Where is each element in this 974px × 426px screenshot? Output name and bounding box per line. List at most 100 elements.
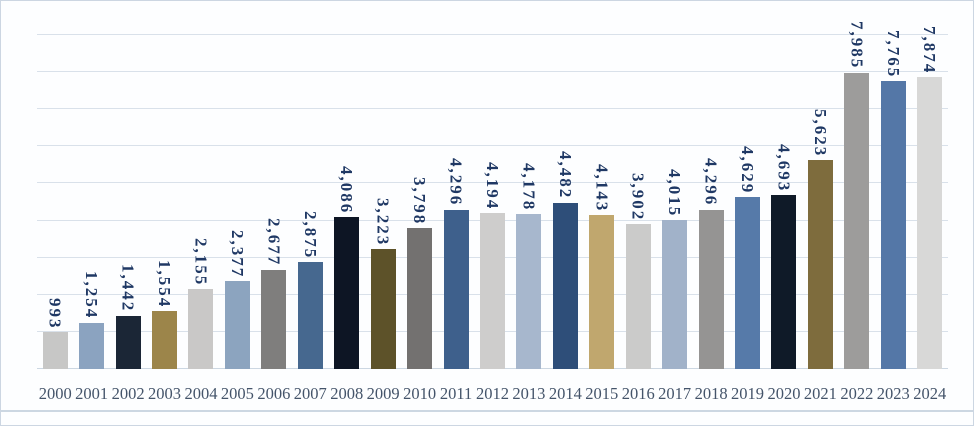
x-axis-label: 2014 <box>548 384 582 403</box>
x-axis-label: 2006 <box>257 384 291 403</box>
bar-value-label: 7,874 <box>920 25 940 74</box>
bar-group: 4,015 <box>656 1 692 369</box>
bar-group: 1,254 <box>73 1 109 369</box>
bar-value-label: 3,902 <box>628 172 648 222</box>
gridline <box>37 145 948 147</box>
bar <box>115 315 141 369</box>
bar-value-label: 4,178 <box>519 162 539 211</box>
bar <box>552 202 578 369</box>
x-axis-label: 2023 <box>876 384 910 403</box>
bar <box>334 217 360 369</box>
x-axis-label: 2013 <box>512 384 546 403</box>
bar <box>79 322 105 369</box>
x-axis-label: 2005 <box>220 384 254 403</box>
bar <box>261 269 287 369</box>
x-axis-label: 2003 <box>148 384 182 403</box>
bar-value-label: 2,875 <box>300 211 320 260</box>
bar-value-label: 2,377 <box>227 229 247 278</box>
x-axis-label: 2001 <box>75 384 109 403</box>
bar-value-label: 4,482 <box>555 151 575 200</box>
bar-group: 7,874 <box>912 1 948 369</box>
bar-value-label: 1,442 <box>118 264 138 313</box>
bar-value-label: 4,194 <box>482 162 502 211</box>
x-axis-label: 2022 <box>840 384 874 403</box>
x-axis-label: 2002 <box>111 384 145 403</box>
bar-value-label: 7,765 <box>883 29 903 78</box>
bar-group: 4,629 <box>729 1 765 369</box>
bar <box>370 249 396 369</box>
bar-value-label: 4,296 <box>701 158 721 207</box>
bar-group: 993 <box>37 1 73 369</box>
x-axis-label: 2007 <box>293 384 327 403</box>
x-axis-labels: 2000 2001 2002 2003 2004 2005 2006 2007 2008 2009… <box>37 384 948 404</box>
bar-value-label: 4,693 <box>774 143 794 192</box>
bar-value-label: 2,677 <box>264 218 284 267</box>
bar <box>807 160 833 369</box>
bar-group: 5,623 <box>802 1 838 369</box>
bar <box>224 280 250 369</box>
bar <box>42 332 68 369</box>
x-axis-label: 2018 <box>694 384 728 403</box>
bar <box>698 209 724 369</box>
bar-value-label: 4,015 <box>665 168 685 217</box>
bar-group: 4,143 <box>584 1 620 369</box>
bar-group: 4,178 <box>511 1 547 369</box>
bar <box>479 213 505 369</box>
x-axis-label: 2017 <box>658 384 692 403</box>
plot-area: 993 1,254 1,442 1,554 2,155 2,377 2,677 2,875 4,… <box>37 1 948 369</box>
bar-group: 2,875 <box>292 1 328 369</box>
x-axis-label: 2009 <box>366 384 400 403</box>
x-axis-label: 2008 <box>330 384 364 403</box>
bar-group: 1,442 <box>110 1 146 369</box>
bar-value-label: 4,086 <box>337 166 357 215</box>
bar-group: 7,985 <box>839 1 875 369</box>
x-axis-label: 2000 <box>38 384 72 403</box>
bar <box>589 215 615 369</box>
x-axis-label: 2024 <box>913 384 947 403</box>
bar <box>880 80 906 369</box>
bar-value-label: 3,798 <box>410 176 430 226</box>
gridline <box>37 34 948 35</box>
gridline <box>37 71 948 73</box>
bar-value-label: 5,623 <box>810 109 830 158</box>
bar <box>516 213 542 369</box>
bar <box>443 209 469 369</box>
bar-value-label: 3,223 <box>373 198 393 247</box>
bar-value-label: 4,143 <box>592 163 612 213</box>
bar-group: 4,296 <box>693 1 729 369</box>
bar-group: 3,798 <box>401 1 437 369</box>
x-axis-label: 2019 <box>731 384 765 403</box>
bar-value-label: 4,629 <box>738 145 758 195</box>
x-axis-label: 2015 <box>585 384 619 403</box>
bar-value-label: 4,296 <box>446 158 466 207</box>
bar-group: 2,155 <box>183 1 219 369</box>
bar-value-label: 1,254 <box>82 271 102 320</box>
bars-row: 993 1,254 1,442 1,554 2,155 2,377 2,677 2,875 4,… <box>37 1 948 369</box>
bar-group: 7,765 <box>875 1 911 369</box>
bar-group: 4,086 <box>329 1 365 369</box>
bar-group: 2,377 <box>219 1 255 369</box>
bar-group: 4,482 <box>547 1 583 369</box>
x-axis-label: 2004 <box>184 384 218 403</box>
bar <box>844 72 870 369</box>
gridline <box>37 182 948 184</box>
x-axis-label: 2010 <box>403 384 437 403</box>
chart-bottom-border <box>1 410 973 412</box>
bar-group: 1,554 <box>146 1 182 369</box>
bar <box>917 76 943 369</box>
bar <box>152 311 178 369</box>
bar-group: 2,677 <box>256 1 292 369</box>
bar <box>625 224 651 369</box>
bar <box>662 220 688 369</box>
gridline <box>37 108 948 110</box>
x-axis-label: 2011 <box>439 384 473 403</box>
bar <box>735 197 761 369</box>
bar <box>297 262 323 369</box>
x-axis-label: 2021 <box>803 384 837 403</box>
bar-group: 4,194 <box>474 1 510 369</box>
bar-value-label: 7,985 <box>847 21 867 70</box>
x-axis-label: 2020 <box>767 384 801 403</box>
bar-group: 3,223 <box>365 1 401 369</box>
bar-value-label: 1,554 <box>155 260 175 309</box>
